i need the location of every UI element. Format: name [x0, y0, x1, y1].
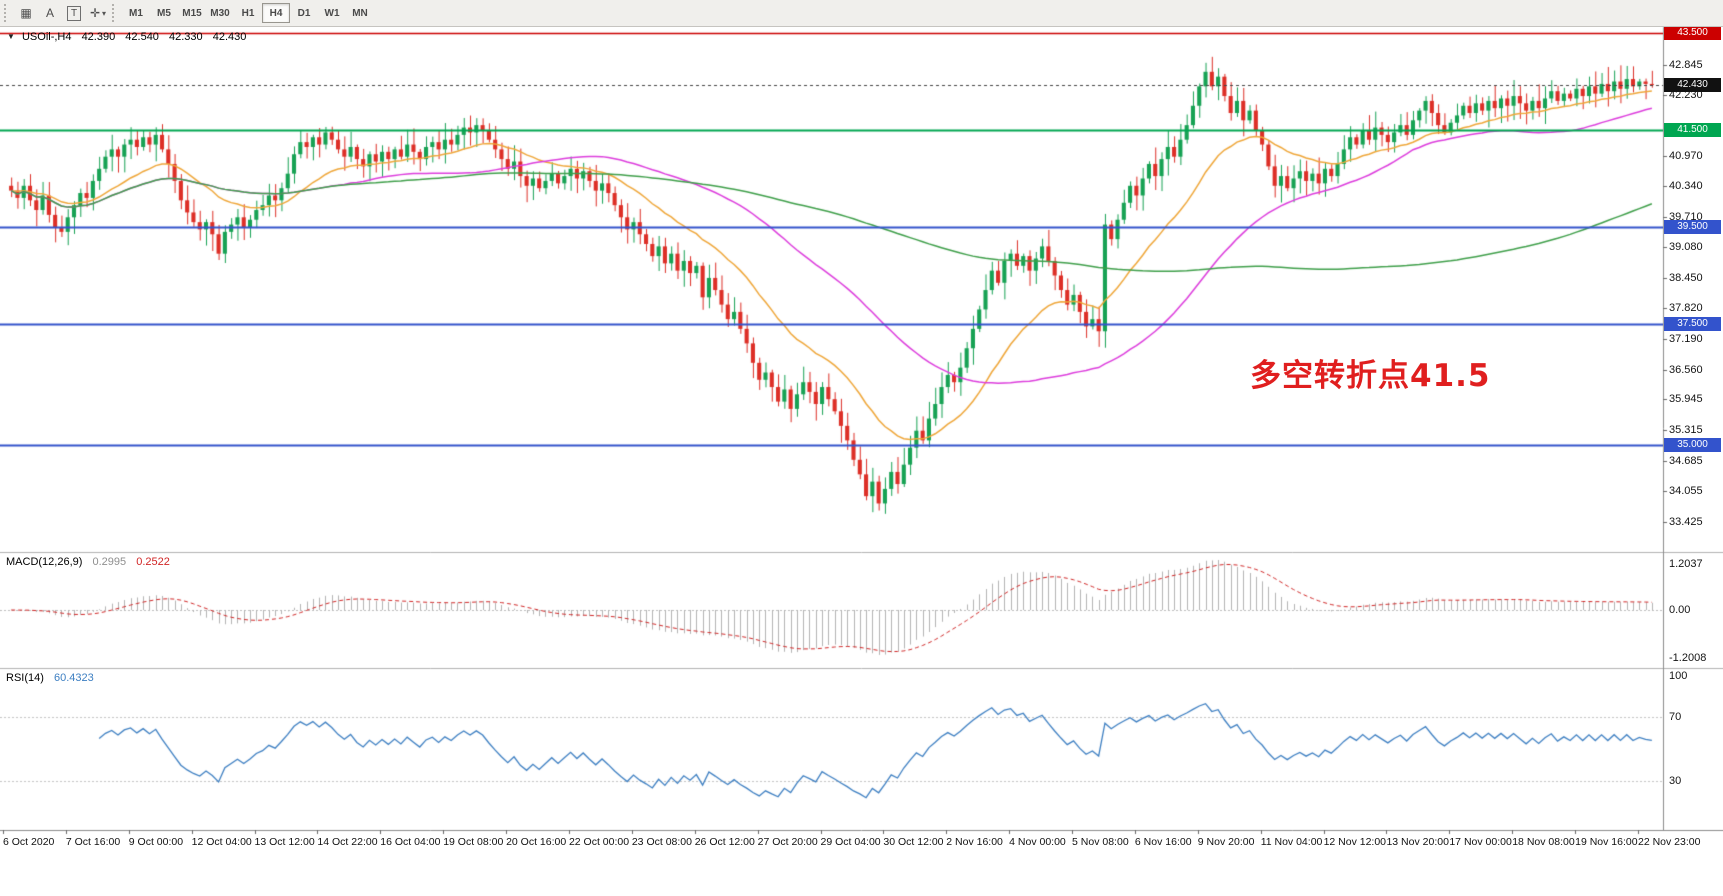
low-value: 42.330: [169, 31, 203, 43]
high-value: 42.540: [125, 31, 159, 43]
crosshair-tool-icon: ✛: [89, 6, 101, 20]
windows-grid-button[interactable]: ▦: [14, 3, 38, 24]
timeframe-d1-button[interactable]: D1: [290, 3, 318, 23]
timeframe-m30-button[interactable]: M30: [206, 3, 234, 23]
macd-indicator-label: MACD(12,26,9) 0.2995 0.2522: [6, 556, 170, 568]
timeframe-w1-button[interactable]: W1: [318, 3, 346, 23]
font-a-icon: A: [45, 6, 54, 20]
rsi-indicator-label: RSI(14) 60.4323: [6, 672, 94, 684]
toolbar-grip[interactable]: [4, 4, 10, 22]
timeframe-m5-button[interactable]: M5: [150, 3, 178, 23]
macd-main-value: 0.2995: [92, 556, 127, 568]
timeframe-h1-button[interactable]: H1: [234, 3, 262, 23]
rsi-value: 60.4323: [53, 672, 94, 684]
macd-name: MACD(12,26,9): [6, 556, 83, 568]
timeframe-h4-button[interactable]: H4: [262, 3, 290, 23]
chart-title: ▼ USOil-,H4 42.390 42.540 42.330 42.430: [7, 31, 246, 43]
windows-grid-icon: ▦: [20, 6, 32, 20]
text-tool-button[interactable]: T: [62, 3, 86, 24]
dropdown-caret-icon: ▾: [102, 8, 107, 18]
toolbar: ▦ A T ✛ ▾ M1 M5 M15 M30 H1 H4 D1 W1 MN: [0, 0, 1723, 27]
timeframe-mn-button[interactable]: MN: [346, 3, 374, 23]
close-value: 42.430: [212, 31, 247, 43]
font-button[interactable]: A: [38, 3, 62, 24]
annotation-text[interactable]: 多空转折点41.5: [1250, 358, 1491, 394]
macd-signal-value: 0.2522: [136, 556, 170, 568]
symbol-period-label: USOil-,H4: [21, 31, 72, 43]
text-tool-icon: T: [66, 5, 82, 21]
timeframe-m1-button[interactable]: M1: [122, 3, 150, 23]
crosshair-tool-button[interactable]: ✛ ▾: [86, 3, 110, 24]
rsi-name: RSI(14): [6, 672, 44, 684]
symbol-dropdown-icon[interactable]: ▼: [7, 32, 15, 41]
open-value: 42.390: [81, 31, 116, 43]
toolbar-grip[interactable]: [112, 4, 118, 22]
timeframe-m15-button[interactable]: M15: [178, 3, 206, 23]
timeframe-toolbar: M1 M5 M15 M30 H1 H4 D1 W1 MN: [122, 3, 374, 23]
